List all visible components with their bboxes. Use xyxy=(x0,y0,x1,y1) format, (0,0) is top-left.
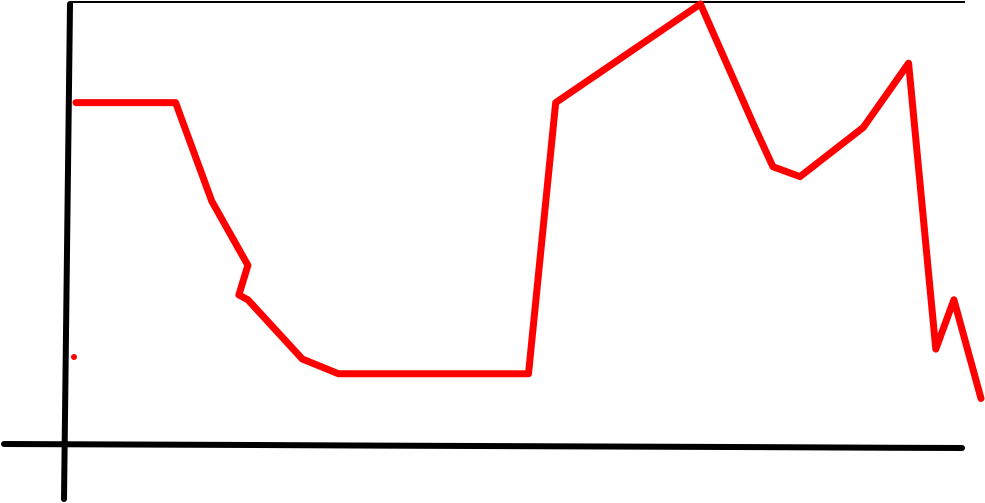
data-point xyxy=(244,262,251,269)
y-axis xyxy=(61,1,73,502)
data-point xyxy=(172,99,179,106)
data-point xyxy=(950,296,957,303)
data-point xyxy=(525,370,532,377)
data-point xyxy=(73,99,79,106)
data-point xyxy=(860,124,867,131)
data-point xyxy=(797,173,803,180)
data-point xyxy=(208,198,215,205)
data-point xyxy=(932,346,939,353)
data-point xyxy=(978,395,984,402)
data-point xyxy=(697,1,704,7)
data-point xyxy=(751,124,758,131)
stray-red-dot xyxy=(71,354,77,360)
x-axis xyxy=(1,441,965,451)
series-layer xyxy=(72,0,985,402)
data-point xyxy=(244,296,251,303)
data-point xyxy=(905,60,912,67)
data-point xyxy=(299,356,306,362)
data-point xyxy=(235,291,242,298)
data-point xyxy=(335,370,342,377)
data-point xyxy=(552,99,559,106)
data-point xyxy=(769,163,776,170)
